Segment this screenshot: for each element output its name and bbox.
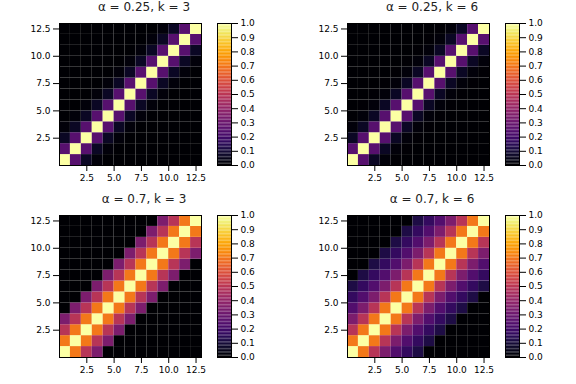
svg-text:0.9: 0.9 xyxy=(529,225,544,235)
svg-text:7.5: 7.5 xyxy=(422,365,436,375)
svg-text:0.0: 0.0 xyxy=(241,160,256,170)
svg-text:12.5: 12.5 xyxy=(186,365,206,375)
svg-text:7.5: 7.5 xyxy=(134,365,148,375)
svg-text:10.0: 10.0 xyxy=(447,365,467,375)
svg-text:2.5: 2.5 xyxy=(36,325,50,335)
svg-text:2.5: 2.5 xyxy=(368,365,382,375)
svg-text:1.0: 1.0 xyxy=(241,210,256,220)
svg-text:7.5: 7.5 xyxy=(134,173,148,183)
svg-text:1.0: 1.0 xyxy=(529,18,544,28)
svg-text:5.0: 5.0 xyxy=(395,173,410,183)
svg-text:5.0: 5.0 xyxy=(324,106,339,116)
svg-text:12.5: 12.5 xyxy=(318,24,338,34)
svg-text:10.0: 10.0 xyxy=(30,243,50,253)
svg-text:2.5: 2.5 xyxy=(80,365,94,375)
svg-text:12.5: 12.5 xyxy=(474,173,494,183)
svg-text:0.8: 0.8 xyxy=(241,47,256,57)
svg-text:10.0: 10.0 xyxy=(159,173,179,183)
svg-text:10.0: 10.0 xyxy=(159,365,179,375)
svg-text:0.3: 0.3 xyxy=(529,118,543,128)
svg-text:7.5: 7.5 xyxy=(36,270,50,280)
svg-text:2.5: 2.5 xyxy=(324,325,338,335)
svg-text:0.5: 0.5 xyxy=(241,89,255,99)
svg-text:0.0: 0.0 xyxy=(529,352,544,362)
svg-text:1.0: 1.0 xyxy=(529,210,544,220)
svg-text:0.6: 0.6 xyxy=(241,267,256,277)
svg-text:5.0: 5.0 xyxy=(395,365,410,375)
svg-text:12.5: 12.5 xyxy=(318,216,338,226)
svg-text:0.9: 0.9 xyxy=(241,225,256,235)
svg-text:0.4: 0.4 xyxy=(529,104,544,114)
svg-text:0.3: 0.3 xyxy=(529,310,543,320)
svg-text:0.5: 0.5 xyxy=(529,89,543,99)
svg-text:7.5: 7.5 xyxy=(324,78,338,88)
svg-text:0.3: 0.3 xyxy=(241,118,255,128)
svg-text:5.0: 5.0 xyxy=(107,365,122,375)
html-text:α = 0.7, k = 3: α = 0.7, k = 3 xyxy=(101,192,187,206)
svg-text:0.1: 0.1 xyxy=(529,146,543,156)
svg-text:5.0: 5.0 xyxy=(107,173,122,183)
svg-text:5.0: 5.0 xyxy=(36,106,51,116)
svg-text:0.4: 0.4 xyxy=(529,296,544,306)
svg-text:0.5: 0.5 xyxy=(241,281,255,291)
svg-text:0.8: 0.8 xyxy=(529,47,544,57)
svg-text:0.8: 0.8 xyxy=(529,239,544,249)
svg-text:0.0: 0.0 xyxy=(241,352,256,362)
svg-text:0.8: 0.8 xyxy=(241,239,256,249)
svg-text:0.2: 0.2 xyxy=(241,324,255,334)
svg-text:0.6: 0.6 xyxy=(529,75,544,85)
svg-text:10.0: 10.0 xyxy=(447,173,467,183)
html-text:α = 0.7, k = 6: α = 0.7, k = 6 xyxy=(389,192,475,206)
svg-text:7.5: 7.5 xyxy=(324,270,338,280)
svg-text:0.3: 0.3 xyxy=(241,310,255,320)
html-text:α = 0.25, k = 3: α = 0.25, k = 3 xyxy=(97,0,191,14)
svg-text:0.2: 0.2 xyxy=(529,132,543,142)
svg-text:2.5: 2.5 xyxy=(80,173,94,183)
svg-text:12.5: 12.5 xyxy=(186,173,206,183)
svg-text:0.1: 0.1 xyxy=(241,146,255,156)
svg-text:10.0: 10.0 xyxy=(30,51,50,61)
svg-text:7.5: 7.5 xyxy=(422,173,436,183)
html-text:α = 0.25, k = 6: α = 0.25, k = 6 xyxy=(385,0,479,14)
svg-text:5.0: 5.0 xyxy=(324,298,339,308)
svg-text:2.5: 2.5 xyxy=(368,173,382,183)
svg-text:12.5: 12.5 xyxy=(30,216,50,226)
svg-text:12.5: 12.5 xyxy=(474,365,494,375)
svg-text:0.7: 0.7 xyxy=(241,253,255,263)
svg-text:0.7: 0.7 xyxy=(241,61,255,71)
svg-text:0.1: 0.1 xyxy=(529,338,543,348)
svg-text:0.6: 0.6 xyxy=(241,75,256,85)
svg-text:0.7: 0.7 xyxy=(529,61,543,71)
svg-text:7.5: 7.5 xyxy=(36,78,50,88)
svg-text:0.7: 0.7 xyxy=(529,253,543,263)
svg-text:0.9: 0.9 xyxy=(529,33,544,43)
svg-text:0.2: 0.2 xyxy=(241,132,255,142)
svg-text:0.4: 0.4 xyxy=(241,104,256,114)
svg-text:0.4: 0.4 xyxy=(241,296,256,306)
svg-text:2.5: 2.5 xyxy=(36,133,50,143)
svg-text:0.9: 0.9 xyxy=(241,33,256,43)
svg-text:0.5: 0.5 xyxy=(529,281,543,291)
svg-text:0.1: 0.1 xyxy=(241,338,255,348)
svg-text:1.0: 1.0 xyxy=(241,18,256,28)
svg-text:0.2: 0.2 xyxy=(529,324,543,334)
svg-text:0.0: 0.0 xyxy=(529,160,544,170)
svg-text:12.5: 12.5 xyxy=(30,24,50,34)
svg-text:10.0: 10.0 xyxy=(318,243,338,253)
svg-text:10.0: 10.0 xyxy=(318,51,338,61)
svg-text:2.5: 2.5 xyxy=(324,133,338,143)
svg-text:5.0: 5.0 xyxy=(36,298,51,308)
svg-text:0.6: 0.6 xyxy=(529,267,544,277)
